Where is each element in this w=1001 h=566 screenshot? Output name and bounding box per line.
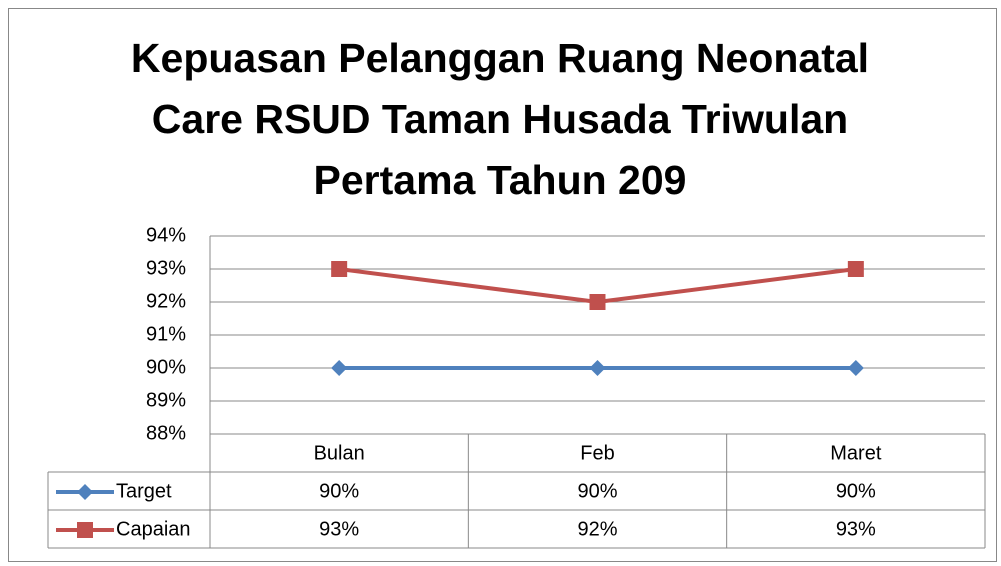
data-point (589, 360, 606, 376)
table-value: 90% (836, 480, 876, 502)
legend-marker (77, 484, 93, 500)
x-tick-label: Bulan (314, 442, 365, 464)
y-tick-label: 94% (146, 224, 186, 246)
legend-label: Capaian (116, 518, 191, 540)
data-point (331, 261, 348, 277)
data-point (589, 294, 606, 310)
y-tick-label: 93% (146, 257, 186, 279)
data-point (331, 360, 348, 376)
y-tick-label: 91% (146, 323, 186, 345)
x-tick-label: Feb (580, 442, 614, 464)
table-value: 93% (836, 518, 876, 540)
y-tick-label: 92% (146, 290, 186, 312)
table-value: 93% (319, 518, 359, 540)
data-point (847, 261, 864, 277)
table-value: 90% (319, 480, 359, 502)
y-tick-label: 90% (146, 356, 186, 378)
legend-marker (77, 522, 93, 538)
table-value: 90% (577, 480, 617, 502)
y-tick-label: 88% (146, 422, 186, 444)
chart-title: Kepuasan Pelanggan Ruang Neonatal Care R… (130, 35, 870, 203)
y-tick-label: 89% (146, 389, 186, 411)
table-value: 92% (577, 518, 617, 540)
x-tick-label: Maret (830, 442, 882, 464)
data-point (847, 360, 864, 376)
chart-border (8, 8, 997, 562)
legend-label: Target (116, 480, 172, 502)
